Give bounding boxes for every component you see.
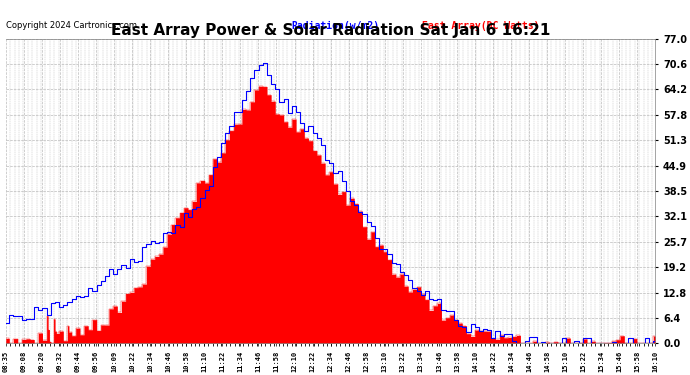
Text: Copyright 2024 Cartronics.com: Copyright 2024 Cartronics.com	[6, 21, 137, 30]
Text: Radiation(w/m2): Radiation(w/m2)	[292, 21, 380, 31]
Text: East Array(DC Watts): East Array(DC Watts)	[422, 21, 539, 31]
Title: East Array Power & Solar Radiation Sat Jan 6 16:21: East Array Power & Solar Radiation Sat J…	[111, 22, 551, 38]
